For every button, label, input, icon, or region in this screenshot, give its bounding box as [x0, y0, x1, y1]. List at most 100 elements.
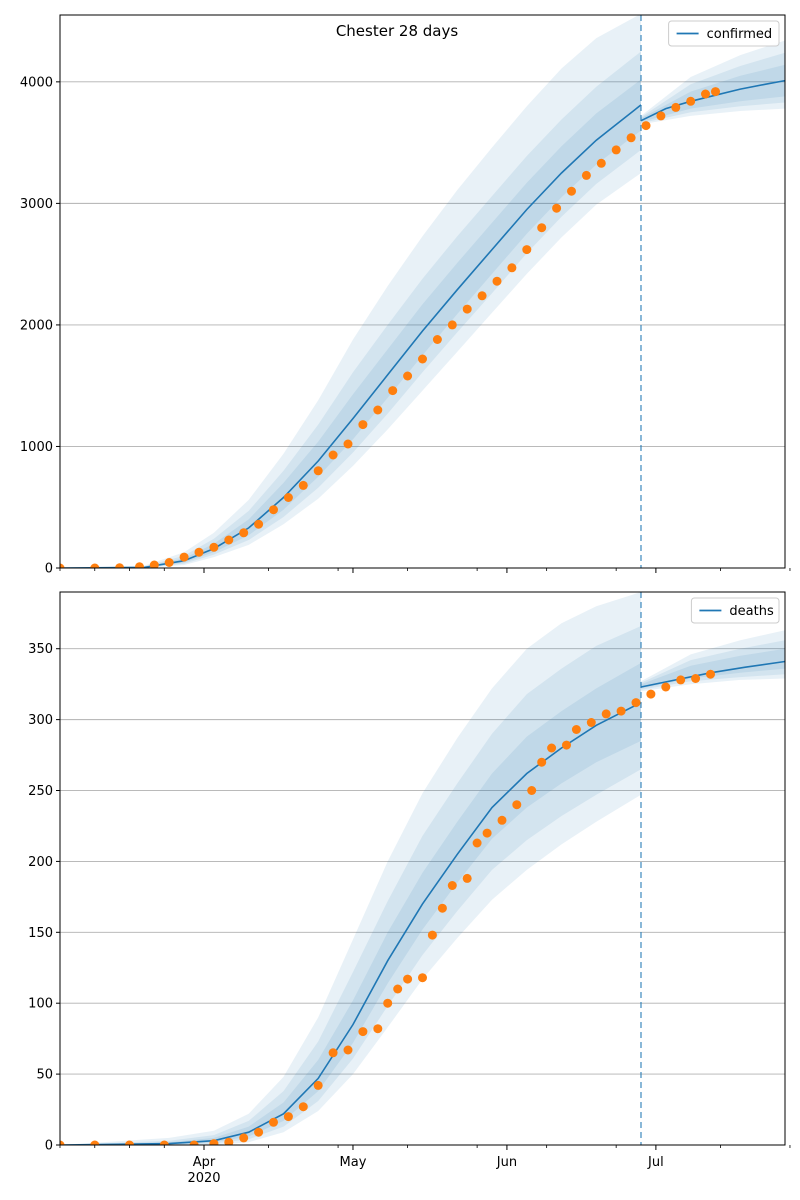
- y-tick-label: 300: [28, 713, 53, 728]
- observed-point: [239, 528, 249, 538]
- observed-point: [254, 1127, 264, 1137]
- observed-point: [512, 800, 522, 810]
- observed-point: [194, 547, 204, 557]
- observed-point: [447, 881, 457, 890]
- observed-point: [149, 560, 159, 568]
- observed-point: [224, 1137, 234, 1145]
- legend: deaths: [690, 597, 780, 624]
- observed-point: [626, 133, 636, 143]
- observed-point: [125, 1140, 134, 1145]
- observed-point: [60, 1140, 65, 1145]
- observed-point: [60, 563, 65, 568]
- observed-point: [616, 706, 626, 716]
- observed-point: [567, 186, 576, 196]
- observed-point: [661, 682, 671, 692]
- observed-point: [497, 815, 507, 825]
- observed-point: [581, 170, 591, 180]
- observed-point: [358, 420, 368, 430]
- observed-point: [189, 1140, 199, 1145]
- observed-point: [611, 145, 621, 155]
- observed-point: [552, 203, 562, 213]
- observed-point: [462, 873, 472, 883]
- observed-point: [403, 371, 413, 381]
- observed-point: [492, 276, 502, 286]
- y-tick-label: 2000: [20, 318, 53, 333]
- observed-point: [691, 674, 701, 683]
- observed-point: [328, 450, 338, 460]
- observed-point: [388, 386, 398, 396]
- observed-point: [343, 1045, 353, 1055]
- x-tick-label: Jul: [647, 1155, 664, 1170]
- observed-point: [373, 405, 383, 415]
- uncertainty-band-outer: [60, 15, 641, 568]
- observed-point: [383, 998, 393, 1008]
- figure-title: Chester 28 days: [336, 22, 459, 40]
- observed-point: [562, 740, 571, 750]
- observed-point: [522, 245, 532, 255]
- observed-point: [547, 743, 557, 753]
- forecast-band-outer: [641, 630, 785, 692]
- plot-area: [60, 592, 785, 1145]
- model-median-line: [60, 701, 642, 1145]
- uncertainty-band-inner: [60, 79, 641, 568]
- observed-point: [283, 493, 293, 502]
- y-tick-label: 3000: [20, 197, 53, 212]
- legend-box: [668, 20, 780, 47]
- observed-point: [676, 675, 686, 685]
- observed-point: [527, 786, 537, 795]
- observed-point: [179, 552, 189, 562]
- observed-point: [641, 121, 651, 131]
- observed-point: [313, 466, 323, 476]
- legend-box: [690, 597, 780, 624]
- observed-point: [269, 1117, 278, 1127]
- legend: confirmed: [668, 20, 780, 47]
- observed-point: [596, 158, 606, 168]
- observed-point: [418, 354, 427, 364]
- observed-point: [254, 519, 264, 529]
- observed-point: [477, 291, 487, 301]
- observed-point: [135, 562, 144, 568]
- x-tick-label: Apr: [193, 1155, 216, 1170]
- y-tick-label: 100: [28, 997, 53, 1012]
- observed-point: [537, 223, 547, 233]
- observed-point: [507, 263, 517, 273]
- y-tick-label: 350: [28, 642, 53, 657]
- observed-point: [115, 563, 125, 568]
- uncertainty-band-middle: [60, 51, 641, 568]
- observed-point: [209, 1139, 219, 1145]
- observed-point: [358, 1027, 368, 1037]
- axes-frame: [59, 591, 786, 1146]
- observed-point: [631, 698, 641, 708]
- observed-point: [462, 304, 472, 314]
- observed-point: [209, 542, 219, 552]
- observed-point: [269, 505, 278, 515]
- x-tick-label: May: [340, 1155, 367, 1170]
- observed-point: [482, 828, 492, 838]
- observed-point: [393, 984, 403, 994]
- y-tick-label: 200: [28, 855, 53, 870]
- observed-point: [373, 1024, 383, 1034]
- y-tick-label: 1000: [20, 440, 53, 455]
- uncertainty-band-middle: [60, 626, 641, 1145]
- observed-point: [432, 335, 442, 344]
- legend-label: confirmed: [707, 27, 773, 42]
- observed-point: [239, 1133, 249, 1143]
- observed-point: [711, 87, 720, 97]
- plot-area: [60, 15, 785, 568]
- observed-point: [537, 757, 547, 767]
- observed-point: [313, 1080, 323, 1090]
- observed-point: [656, 111, 666, 121]
- observed-point: [164, 558, 174, 567]
- y-tick-label: 250: [28, 784, 53, 799]
- observed-point: [224, 535, 234, 545]
- observed-point: [328, 1048, 338, 1058]
- observed-point: [686, 96, 696, 106]
- y-tick-label: 4000: [20, 75, 53, 90]
- observed-point: [447, 320, 457, 330]
- observed-point: [343, 439, 353, 449]
- observed-point: [418, 973, 427, 983]
- y-tick-label: 150: [28, 926, 53, 941]
- observed-point: [437, 903, 447, 913]
